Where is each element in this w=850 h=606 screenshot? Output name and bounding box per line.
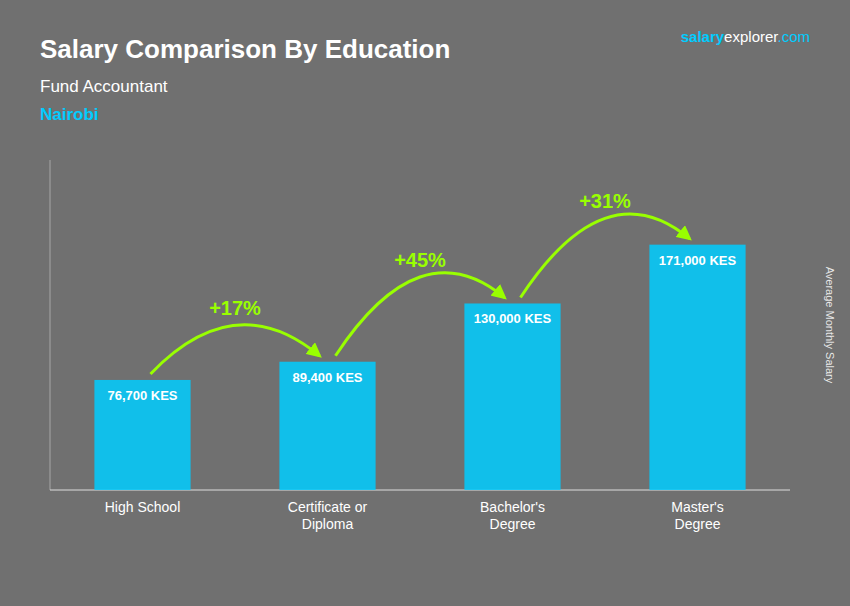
data-label: 89,400 KES xyxy=(292,370,362,385)
category-label-line: Degree xyxy=(490,516,536,532)
background xyxy=(0,0,850,606)
y-axis-label: Average Monthly Salary xyxy=(824,267,836,384)
subtitle: Fund Accountant xyxy=(40,77,168,96)
category-label-line: Degree xyxy=(675,516,721,532)
category-label-line: Diploma xyxy=(302,516,354,532)
category-label-line: Bachelor's xyxy=(480,499,545,515)
data-label: 76,700 KES xyxy=(107,388,177,403)
brand-part: .com xyxy=(777,28,810,45)
category-label-line: Certificate or xyxy=(288,499,368,515)
title: Salary Comparison By Education xyxy=(40,34,450,64)
brand-part: explorer xyxy=(724,28,778,45)
category-label: Bachelor'sDegree xyxy=(480,499,545,532)
growth-arrow xyxy=(521,214,690,297)
bar xyxy=(464,303,560,490)
category-label: Master'sDegree xyxy=(671,499,723,532)
data-label: 130,000 KES xyxy=(474,311,552,326)
category-label: Certificate orDiploma xyxy=(288,499,368,532)
page: {"chart_data": {"type": "bar", "title": … xyxy=(0,0,850,606)
growth-label: +17% xyxy=(209,297,261,319)
growth-label: +45% xyxy=(394,249,446,271)
brand-part: salary xyxy=(681,28,725,45)
data-label: 171,000 KES xyxy=(659,253,737,268)
bar xyxy=(279,362,375,490)
chart-container: Salary Comparison By Education Fund Accou… xyxy=(0,0,850,606)
growth-arrow xyxy=(151,325,320,374)
bar xyxy=(94,380,190,490)
category-label-line: High School xyxy=(105,499,181,515)
growth-label: +31% xyxy=(579,190,631,212)
brand: salaryexplorer.com xyxy=(681,28,810,45)
growth-arrow xyxy=(336,273,505,356)
y-axis-line xyxy=(50,160,51,490)
chart: Salary Comparison By Education Fund Accou… xyxy=(0,0,850,606)
bar xyxy=(649,245,745,490)
location: Nairobi xyxy=(40,105,99,124)
bars xyxy=(94,245,745,490)
category-label-line: Master's xyxy=(671,499,723,515)
category-label: High School xyxy=(105,499,181,515)
